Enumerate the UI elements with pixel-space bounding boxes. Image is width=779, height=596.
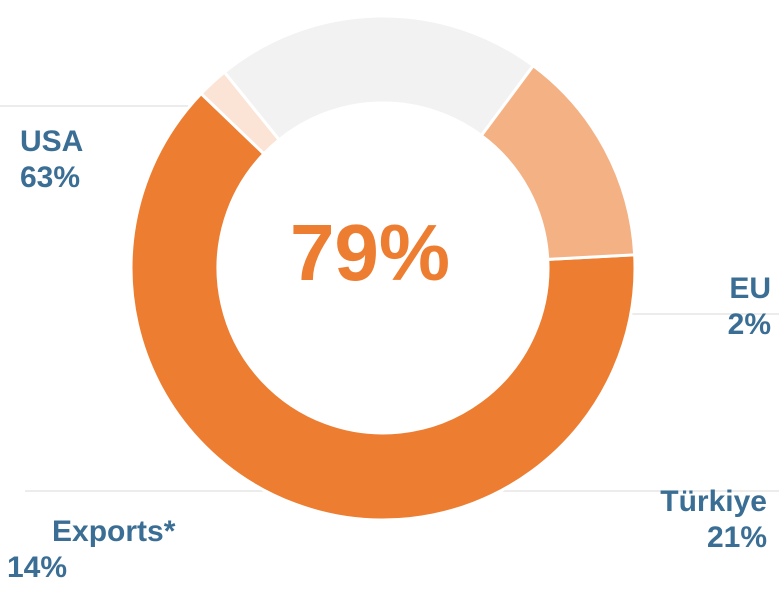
donut-slice-usa: [129, 91, 637, 522]
slice-label-exports-percent: 14%: [7, 551, 68, 584]
slice-label-usa-name: USA: [20, 125, 84, 158]
donut-slice-turkiye: [222, 14, 536, 142]
slice-label-exports-name: Exports*: [52, 515, 176, 548]
slice-label-eu-percent: 2%: [727, 308, 771, 341]
slice-label-turkiye-percent: 21%: [706, 521, 767, 554]
donut-slices: [129, 14, 637, 522]
donut-slice-exports: [479, 63, 637, 261]
slice-label-eu-name: EU: [729, 272, 771, 305]
slice-label-exports: Exports* 14%: [7, 514, 176, 586]
slice-label-turkiye-name: Türkiye: [660, 485, 767, 518]
slice-label-turkiye: Türkiye 21%: [660, 484, 767, 556]
slice-label-usa-percent: 63%: [20, 161, 81, 194]
center-total-label: 79%: [289, 208, 451, 297]
slice-label-usa: USA 63%: [20, 124, 83, 196]
slice-label-eu: EU 2%: [728, 271, 771, 343]
